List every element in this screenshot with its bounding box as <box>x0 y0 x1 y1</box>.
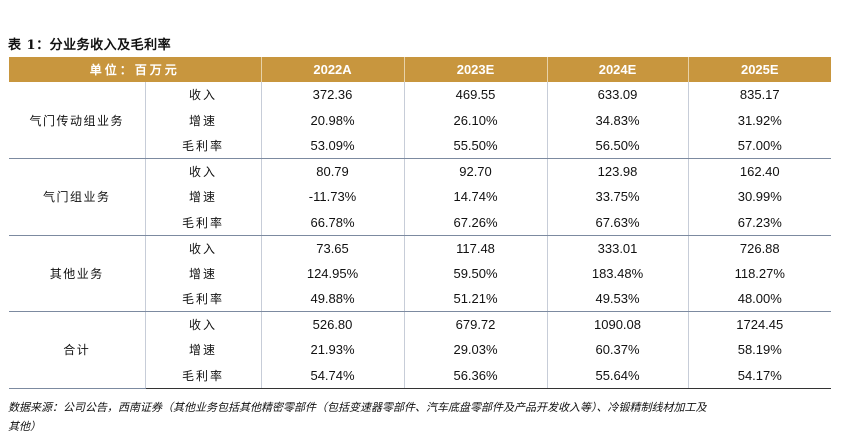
value-cell: 67.26% <box>403 209 548 236</box>
value-cell: 123.98 <box>546 158 689 184</box>
segment-name: 气门传动组业务 <box>9 82 145 159</box>
value-cell: 372.36 <box>260 82 405 108</box>
value-cell: 56.36% <box>403 362 548 389</box>
table-row: 增速 20.98% 26.10% 34.83% 31.92% <box>9 107 832 133</box>
metric-label: 增速 <box>144 184 262 210</box>
value-cell: 835.17 <box>687 82 832 108</box>
metric-label: 毛利率 <box>144 133 262 159</box>
table-row: 增速 21.93% 29.03% 60.37% 58.19% <box>9 337 832 363</box>
metric-label: 增速 <box>144 260 262 286</box>
value-cell: 726.88 <box>687 235 832 261</box>
value-cell: 92.70 <box>403 158 548 184</box>
value-cell: 183.48% <box>546 260 689 286</box>
value-cell: 66.78% <box>260 209 405 236</box>
value-cell: 26.10% <box>403 107 548 133</box>
unit-header: 单位：百万元 <box>9 57 262 82</box>
value-cell: 57.00% <box>687 133 832 159</box>
value-cell: 526.80 <box>260 311 405 337</box>
value-cell: 1090.08 <box>546 311 689 337</box>
value-cell: 333.01 <box>546 235 689 261</box>
value-cell: 29.03% <box>403 337 548 363</box>
value-cell: 20.98% <box>260 107 405 133</box>
year-header: 2023E <box>403 57 548 82</box>
table-body: 气门传动组业务 收入 372.36 469.55 633.09 835.17 增速 20.98… <box>9 82 832 389</box>
metric-label: 毛利率 <box>144 286 262 312</box>
value-cell: 124.95% <box>260 260 405 286</box>
value-cell: 633.09 <box>546 82 689 108</box>
table-row: 合计 收入 526.80 679.72 1090.08 1724.45 <box>9 311 832 389</box>
value-cell: 30.99% <box>687 184 832 210</box>
value-cell: 21.93% <box>260 337 405 363</box>
value-cell: 80.79 <box>260 158 405 184</box>
value-cell: 118.27% <box>687 260 832 286</box>
year-header: 2022A <box>260 57 405 82</box>
value-cell: 56.50% <box>546 133 689 159</box>
value-cell: 54.74% <box>260 362 405 389</box>
value-cell: 58.19% <box>687 337 832 363</box>
table-row: 毛利率 49.88% 51.21% 49.53% 48.00% <box>9 286 832 312</box>
segment-name: 其他业务 <box>9 235 145 312</box>
value-cell: 49.88% <box>260 286 405 312</box>
value-cell: 67.63% <box>546 209 689 236</box>
table-row: 增速 -11.73% 14.74% 33.75% 30.99% <box>9 184 832 210</box>
table-row: 毛利率 53.09% 55.50% 56.50% 57.00% <box>9 133 832 159</box>
metric-label: 收入 <box>144 82 262 108</box>
table-row: 气门组业务 收入 80.79 92.70 123.98 162.40 <box>9 158 832 236</box>
value-cell: 60.37% <box>546 337 689 363</box>
value-cell: 55.50% <box>403 133 548 159</box>
value-cell: 162.40 <box>687 158 832 184</box>
table-row: 毛利率 54.74% 56.36% 55.64% 54.17% <box>9 362 832 389</box>
metric-label: 毛利率 <box>144 209 262 236</box>
value-cell: 53.09% <box>260 133 405 159</box>
metric-label: 增速 <box>144 107 262 133</box>
value-cell: 51.21% <box>403 286 548 312</box>
value-cell: 1724.45 <box>687 311 832 337</box>
table-title: 表 1：分业务收入及毛利率 <box>8 38 172 53</box>
table-header-row: 单位：百万元 2022A 2023E 2024E 2025E <box>9 57 832 82</box>
segment-name: 气门组业务 <box>9 158 145 236</box>
value-cell: 59.50% <box>403 260 548 286</box>
value-cell: 49.53% <box>546 286 689 312</box>
metric-label: 增速 <box>144 337 262 363</box>
table-row: 毛利率 66.78% 67.26% 67.63% 67.23% <box>9 209 832 236</box>
business-revenue-table: 单位：百万元 2022A 2023E 2024E 2025E 气门传动组业务 收入… <box>9 57 832 389</box>
value-cell: 469.55 <box>403 82 548 108</box>
segment-name: 合计 <box>9 311 145 389</box>
value-cell: 55.64% <box>546 362 689 389</box>
metric-label: 收入 <box>144 311 262 337</box>
value-cell: 31.92% <box>687 107 832 133</box>
value-cell: 33.75% <box>546 184 689 210</box>
value-cell: 48.00% <box>687 286 832 312</box>
source-note: 数据来源：公司公告，西南证券（其他业务包括其他精密零部件（包括变速器零部件、汽车… <box>8 401 707 414</box>
value-cell: 54.17% <box>687 362 832 389</box>
value-cell: 67.23% <box>687 209 832 236</box>
metric-label: 收入 <box>144 235 262 261</box>
value-cell: 73.65 <box>260 235 405 261</box>
table-row: 气门传动组业务 收入 372.36 469.55 633.09 835.17 <box>9 82 832 159</box>
value-cell: 117.48 <box>403 235 548 261</box>
source-note-continued: 其他） <box>8 420 41 433</box>
year-header: 2024E <box>546 57 689 82</box>
table-row: 其他业务 收入 73.65 117.48 333.01 726.88 <box>9 235 832 312</box>
year-header: 2025E <box>687 57 832 82</box>
value-cell: 679.72 <box>403 311 548 337</box>
table-row: 增速 124.95% 59.50% 183.48% 118.27% <box>9 260 832 286</box>
metric-label: 收入 <box>144 158 262 184</box>
value-cell: 14.74% <box>403 184 548 210</box>
metric-label: 毛利率 <box>144 362 262 389</box>
value-cell: -11.73% <box>260 184 405 210</box>
value-cell: 34.83% <box>546 107 689 133</box>
